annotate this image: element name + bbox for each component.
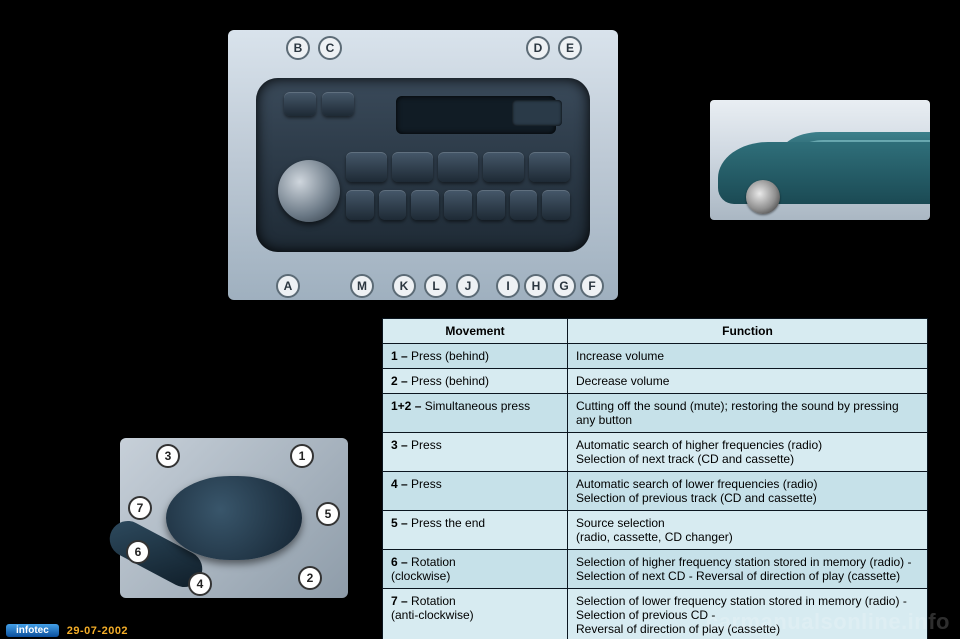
callout-d: D (526, 36, 550, 60)
watermark-text: carmanualsonline.info (706, 609, 950, 635)
callout-a: A (276, 274, 300, 298)
row-func: Automatic search of lower frequencies (r… (568, 472, 928, 511)
table-row: 3 – Press Automatic search of higher fre… (383, 433, 928, 472)
row-move: Press the end (408, 516, 485, 530)
stalk-num-4: 4 (188, 572, 212, 596)
stalk-num-7: 7 (128, 496, 152, 520)
callout-i: I (496, 274, 520, 298)
row-num: 1+2 – (391, 399, 421, 413)
table-header-row: Movement Function (383, 319, 928, 344)
stalk-num-6: 6 (126, 540, 150, 564)
callout-j: J (456, 274, 480, 298)
stalk-num-1: 1 (290, 444, 314, 468)
row-move: Press (408, 477, 442, 491)
header-function: Function (568, 319, 928, 344)
row-func: Selection of higher frequency station st… (568, 550, 928, 589)
callout-b: B (286, 36, 310, 60)
row-num: 3 – (391, 438, 408, 452)
row-num: 2 – (391, 374, 408, 388)
footer-date: 29-07-2002 (67, 625, 128, 637)
callout-f: F (580, 274, 604, 298)
radio-panel (256, 78, 590, 252)
volume-knob-icon (278, 160, 340, 222)
callout-m: M (350, 274, 374, 298)
row-num: 6 – (391, 555, 408, 569)
row-move: Press (408, 438, 442, 452)
stalk-num-2: 2 (298, 566, 322, 590)
row-move: Press (behind) (408, 374, 489, 388)
stalk-num-5: 5 (316, 502, 340, 526)
row-func: Cutting off the sound (mute); restoring … (568, 394, 928, 433)
page-root: B C D E A M K L J I H G F 3 1 5 2 4 6 7 … (0, 0, 960, 639)
row-func: Increase volume (568, 344, 928, 369)
callout-l: L (424, 274, 448, 298)
table-row: 6 – Rotation (clockwise) Selection of hi… (383, 550, 928, 589)
car-illustration (710, 100, 930, 220)
callout-h: H (524, 274, 548, 298)
row-func: Source selection (radio, cassette, CD ch… (568, 511, 928, 550)
row-move: Press (behind) (408, 349, 489, 363)
eject-area-icon (512, 100, 562, 126)
infotec-badge: infotec (6, 624, 59, 637)
callout-g: G (552, 274, 576, 298)
stalk-illustration: 3 1 5 2 4 6 7 (120, 438, 348, 598)
callout-c: C (318, 36, 342, 60)
row-func: Decrease volume (568, 369, 928, 394)
callout-e: E (558, 36, 582, 60)
row-func: Automatic search of higher frequencies (… (568, 433, 928, 472)
row-move: Simultaneous press (421, 399, 530, 413)
row-num: 5 – (391, 516, 408, 530)
row-num: 4 – (391, 477, 408, 491)
radio-illustration: B C D E A M K L J I H G F (228, 30, 618, 300)
table-row: 1 – Press (behind) Increase volume (383, 344, 928, 369)
table-row: 5 – Press the end Source selection (radi… (383, 511, 928, 550)
callout-k: K (392, 274, 416, 298)
header-movement: Movement (383, 319, 568, 344)
row-num: 7 – (391, 594, 408, 608)
table-row: 4 – Press Automatic search of lower freq… (383, 472, 928, 511)
table-row: 2 – Press (behind) Decrease volume (383, 369, 928, 394)
stalk-num-3: 3 (156, 444, 180, 468)
row-num: 1 – (391, 349, 408, 363)
controls-table: Movement Function 1 – Press (behind) Inc… (382, 318, 928, 639)
table-row: 1+2 – Simultaneous press Cutting off the… (383, 394, 928, 433)
